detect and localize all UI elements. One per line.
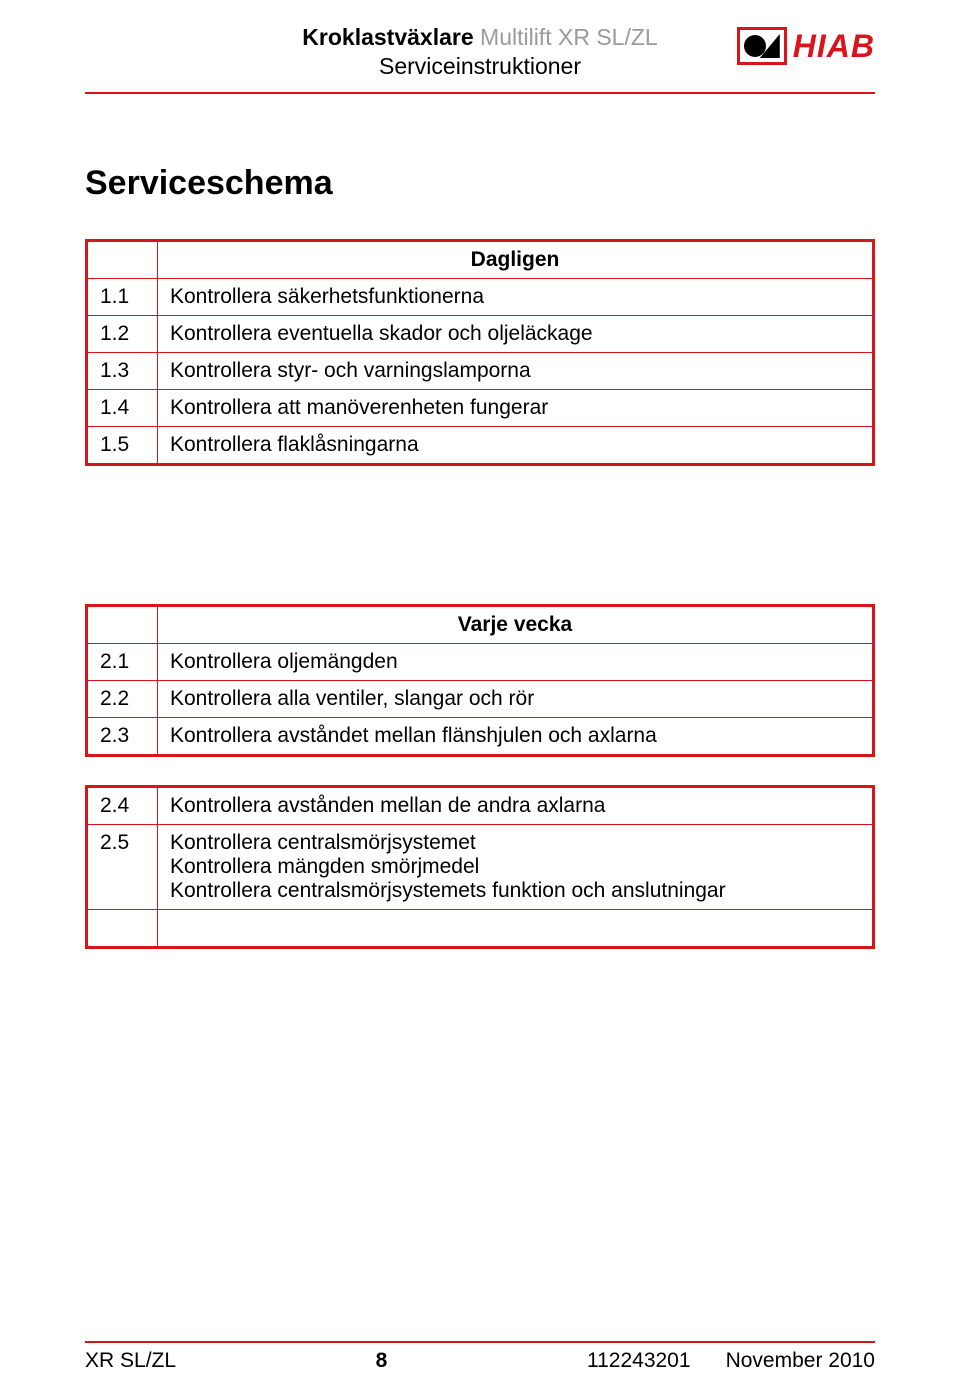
row-num: 1.2 <box>88 315 158 352</box>
row-text: Kontrollera avståndet mellan flänshjulen… <box>158 717 872 754</box>
schedule-table-daily: Dagligen 1.1Kontrollera säkerhetsfunktio… <box>85 239 875 466</box>
schedule-table-weekly: Varje vecka 2.1Kontrollera oljemängden 2… <box>85 604 875 757</box>
page-title: Serviceschema <box>85 164 875 203</box>
row-text: Kontrollera att manöverenheten fungerar <box>158 389 872 426</box>
table-row: 2.3Kontrollera avståndet mellan flänshju… <box>88 717 872 754</box>
row-text: Kontrollera eventuella skador och oljelä… <box>158 315 872 352</box>
row-num: 2.4 <box>88 788 158 824</box>
row-text: Kontrollera oljemängden <box>158 643 872 680</box>
footer-doc-id: 112243201 <box>587 1349 691 1372</box>
table-row: 2.1Kontrollera oljemängden <box>88 643 872 680</box>
row-text: Kontrollera flaklåsningarna <box>158 426 872 463</box>
footer-date: November 2010 <box>726 1349 875 1372</box>
logo-mark-icon <box>737 27 787 65</box>
table-row: 2.4Kontrollera avstånden mellan de andra… <box>88 788 872 824</box>
table-header-num <box>88 242 158 278</box>
table-header-label: Varje vecka <box>158 607 872 643</box>
row-text <box>158 909 872 946</box>
row-text: Kontrollera centralsmörjsystemet Kontrol… <box>158 824 872 909</box>
table-row: 2.2Kontrollera alla ventiler, slangar oc… <box>88 680 872 717</box>
page-footer: XR SL/ZL 8 112243201 November 2010 <box>85 1349 875 1373</box>
row-text: Kontrollera alla ventiler, slangar och r… <box>158 680 872 717</box>
table-row: 1.3Kontrollera styr- och varningslamporn… <box>88 352 872 389</box>
logo-text: HIAB <box>793 28 875 65</box>
header-divider <box>85 92 875 94</box>
footer-left: XR SL/ZL <box>85 1349 176 1373</box>
header-title-light: Multilift XR SL/ZL <box>474 24 658 50</box>
row-num: 2.2 <box>88 680 158 717</box>
row-num: 2.1 <box>88 643 158 680</box>
row-text: Kontrollera avstånden mellan de andra ax… <box>158 788 872 824</box>
footer-divider <box>85 1341 875 1343</box>
row-num: 2.3 <box>88 717 158 754</box>
row-text: Kontrollera styr- och varningslamporna <box>158 352 872 389</box>
table-header-label: Dagligen <box>158 242 872 278</box>
table-header-num <box>88 607 158 643</box>
table-row: 1.4Kontrollera att manöverenheten funger… <box>88 389 872 426</box>
row-num: 1.4 <box>88 389 158 426</box>
footer-page-number: 8 <box>376 1349 388 1373</box>
row-text: Kontrollera säkerhetsfunktionerna <box>158 278 872 315</box>
schedule-table-weekly-2: 2.4Kontrollera avstånden mellan de andra… <box>85 785 875 949</box>
page-header: Kroklastväxlare Multilift XR SL/ZL Servi… <box>85 20 875 90</box>
row-num: 1.1 <box>88 278 158 315</box>
table-row <box>88 909 872 946</box>
row-num <box>88 909 158 946</box>
table-row: 1.1Kontrollera säkerhetsfunktionerna <box>88 278 872 315</box>
brand-logo: HIAB <box>737 26 875 66</box>
table-row: 1.5Kontrollera flaklåsningarna <box>88 426 872 463</box>
table-row: 1.2Kontrollera eventuella skador och olj… <box>88 315 872 352</box>
header-title-prefix: Kroklastväxlare <box>302 24 473 50</box>
row-num: 1.5 <box>88 426 158 463</box>
footer-right: 112243201 November 2010 <box>587 1349 875 1373</box>
row-num: 2.5 <box>88 824 158 909</box>
row-num: 1.3 <box>88 352 158 389</box>
table-row: 2.5Kontrollera centralsmörjsystemet Kont… <box>88 824 872 909</box>
